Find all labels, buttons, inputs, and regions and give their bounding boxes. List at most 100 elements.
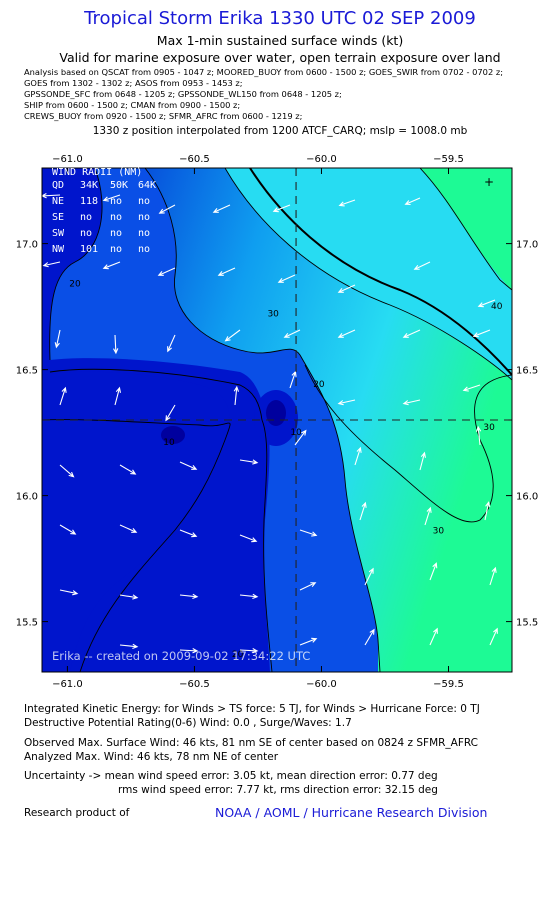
contour-label: 20 (69, 279, 81, 289)
wind-arrow (283, 329, 301, 338)
wind-radii-cell: QD (52, 180, 64, 191)
wind-arrow (272, 204, 291, 213)
wind-radii-cell: no (80, 212, 92, 223)
wind-arrow (462, 384, 481, 392)
wind-arrow (102, 261, 121, 270)
wind-arrow (119, 594, 139, 600)
x-tick-label: −60.5 (179, 679, 210, 690)
research-label: Research product of (24, 807, 130, 819)
chart-subtitle: Max 1-min sustained surface winds (kt) (156, 33, 404, 48)
analysis-line-1: Analysis based on QSCAT from 0905 - 1047… (24, 67, 504, 77)
wind-arrow (337, 399, 356, 406)
uncertainty-mean-line: Uncertainty -> mean wind speed error: 3.… (24, 770, 438, 782)
x-tick-label: −61.0 (52, 679, 83, 690)
wind-arrow (224, 329, 241, 342)
core-west-blob (161, 426, 185, 444)
wind-arrow (179, 648, 199, 654)
wind-arrow (413, 261, 431, 270)
y-tick-label: 17.0 (16, 240, 38, 251)
wind-arrow (489, 566, 497, 586)
wind-arrow (472, 329, 491, 338)
x-tick-label: −59.5 (433, 679, 464, 690)
wind-arrow (299, 582, 317, 591)
wind-arrow (424, 506, 432, 526)
contour-label-group: 20 30 40 30 30 20 10 10 20 (69, 279, 502, 659)
wind-arrow (119, 524, 138, 533)
wind-arrow (484, 501, 491, 521)
destructive-potential-line: Destructive Potential Rating(0-6) Wind: … (24, 717, 352, 729)
y-tick-label: 15.5 (16, 618, 38, 629)
y-tick-label: 16.5 (16, 366, 38, 377)
wind-radii-cell: NW (52, 244, 65, 255)
wind-arrow (158, 204, 176, 214)
band-0-10-left-lobe (42, 168, 89, 290)
contour-line (49, 368, 263, 421)
wind-arrow (277, 274, 296, 283)
exposure-note: Valid for marine exposure over water, op… (59, 50, 501, 65)
wind-arrow (364, 628, 375, 646)
wind-arrow (337, 329, 356, 338)
x-tick-label: −60.5 (179, 154, 210, 165)
wind-field: + (42, 168, 512, 672)
wind-arrow (179, 593, 199, 600)
contour-label: 30 (433, 526, 445, 536)
wind-arrow (59, 589, 79, 596)
wind-arrow (239, 534, 258, 543)
x-tick-label: −60.0 (306, 154, 337, 165)
contour-bold-40 (249, 168, 512, 376)
wind-arrow (338, 199, 356, 207)
wind-radii-cell: no (138, 212, 150, 223)
wind-arrow (179, 529, 198, 538)
wind-arrow (402, 329, 421, 338)
contour-label: 30 (267, 310, 279, 320)
axis-ticks (42, 168, 512, 672)
x-tick-label: −60.0 (306, 679, 337, 690)
contour-line (224, 168, 512, 381)
analysis-line-2: GOES from 1302 - 1302 z; ASOS from 0953 … (24, 78, 243, 88)
wind-radii-cell: 101 (80, 244, 98, 255)
center-crosshair (42, 168, 512, 672)
axis-labels: −61.0 −61.0 −60.5 −60.5 −60.0 −60.0 −59.5 −59.5… (16, 154, 539, 690)
noaa-aoml-link[interactable]: NOAA / AOML / Hurricane Research Divisio… (215, 805, 488, 820)
wind-radii-cell: 118 (80, 196, 98, 207)
wind-arrow (429, 627, 438, 646)
wind-arrow (402, 399, 421, 406)
wind-arrow (114, 386, 121, 406)
wind-radii-cell: no (138, 228, 150, 239)
y-tick-label: 16.0 (16, 492, 38, 503)
observed-max-line: Observed Max. Surface Wind: 46 kts, 81 n… (24, 737, 479, 749)
wind-arrow (477, 299, 496, 308)
wind-arrow (299, 637, 318, 646)
wind-radii-cell: 34K (80, 180, 98, 191)
analysis-line-5: CREWS_BUOY from 0920 - 1500 z; SFMR_AFRC… (24, 111, 303, 121)
wind-arrow (354, 446, 362, 466)
wind-arrow (359, 501, 367, 521)
wind-radii-table: WIND RADII (NM) QD 34K 50K 64K NE 118 no no SE… (52, 167, 156, 255)
wind-radii-cell: no (138, 196, 150, 207)
contour-line (144, 168, 381, 672)
wind-arrow (489, 627, 498, 646)
wind-arrow (59, 524, 77, 535)
wind-arrow (113, 334, 119, 355)
analysis-line-4: SHIP from 0600 - 1500 z; CMAN from 0900 … (24, 100, 241, 110)
contour-label: 20 (232, 650, 244, 660)
band-40-50 (420, 168, 512, 290)
wind-radii-cell: 64K (138, 180, 156, 191)
wind-arrow (337, 284, 356, 293)
analyzed-max-line: Analyzed Max. Wind: 46 kts, 78 nm NE of … (24, 751, 279, 763)
wind-arrow (299, 529, 318, 537)
wind-arrow (239, 648, 259, 654)
position-note: 1330 z position interpolated from 1200 A… (92, 125, 468, 137)
wind-arrow (42, 193, 61, 199)
wind-radii-cell: 50K (110, 180, 128, 191)
band-30-40-upper (225, 168, 512, 380)
wind-arrow (157, 267, 176, 276)
wind-arrow (167, 334, 176, 353)
wind-arrow (294, 429, 307, 446)
wind-arrow (404, 197, 421, 206)
wind-radii-cell: no (110, 228, 122, 239)
wind-arrow (289, 370, 297, 389)
contour-label: 10 (163, 438, 175, 448)
wind-arrow (239, 459, 259, 465)
y-tick-label: 15.5 (516, 618, 538, 629)
